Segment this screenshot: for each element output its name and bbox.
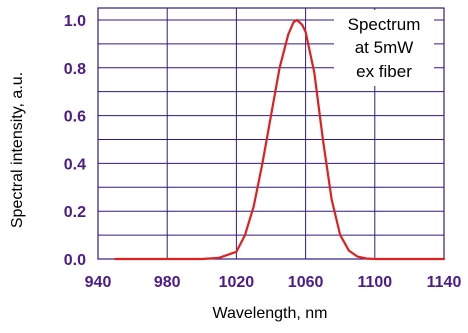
y-tick-label: 0.8 xyxy=(64,61,86,78)
annotation-line-3: ex fiber xyxy=(356,62,412,81)
y-tick-label: 0.2 xyxy=(64,204,86,221)
x-tick-label: 1020 xyxy=(219,274,255,291)
x-tick-label: 1140 xyxy=(427,274,462,291)
x-tick-label: 1100 xyxy=(357,274,392,291)
annotation-line-2: at 5mW xyxy=(355,38,414,57)
y-tick-label: 0.4 xyxy=(64,156,86,173)
annotation-box: Spectrum at 5mW ex fiber xyxy=(334,10,434,86)
y-tick-label: 0.6 xyxy=(64,109,86,126)
x-tick-label: 980 xyxy=(154,274,181,291)
x-tick-label: 940 xyxy=(85,274,112,291)
annotation-line-1: Spectrum xyxy=(348,15,421,34)
y-tick-labels: 0.0 0.2 0.4 0.6 0.8 1.0 xyxy=(64,13,86,269)
x-tick-labels: 940 980 1020 1060 1100 1140 xyxy=(85,274,462,291)
y-tick-label: 1.0 xyxy=(64,13,86,30)
y-axis-label: Spectral intensity, a.u. xyxy=(9,72,26,228)
spectrum-line xyxy=(114,18,446,261)
y-tick-label: 0.0 xyxy=(64,252,86,269)
x-axis-label: Wavelength, nm xyxy=(212,305,327,322)
x-tick-label: 1060 xyxy=(288,274,324,291)
